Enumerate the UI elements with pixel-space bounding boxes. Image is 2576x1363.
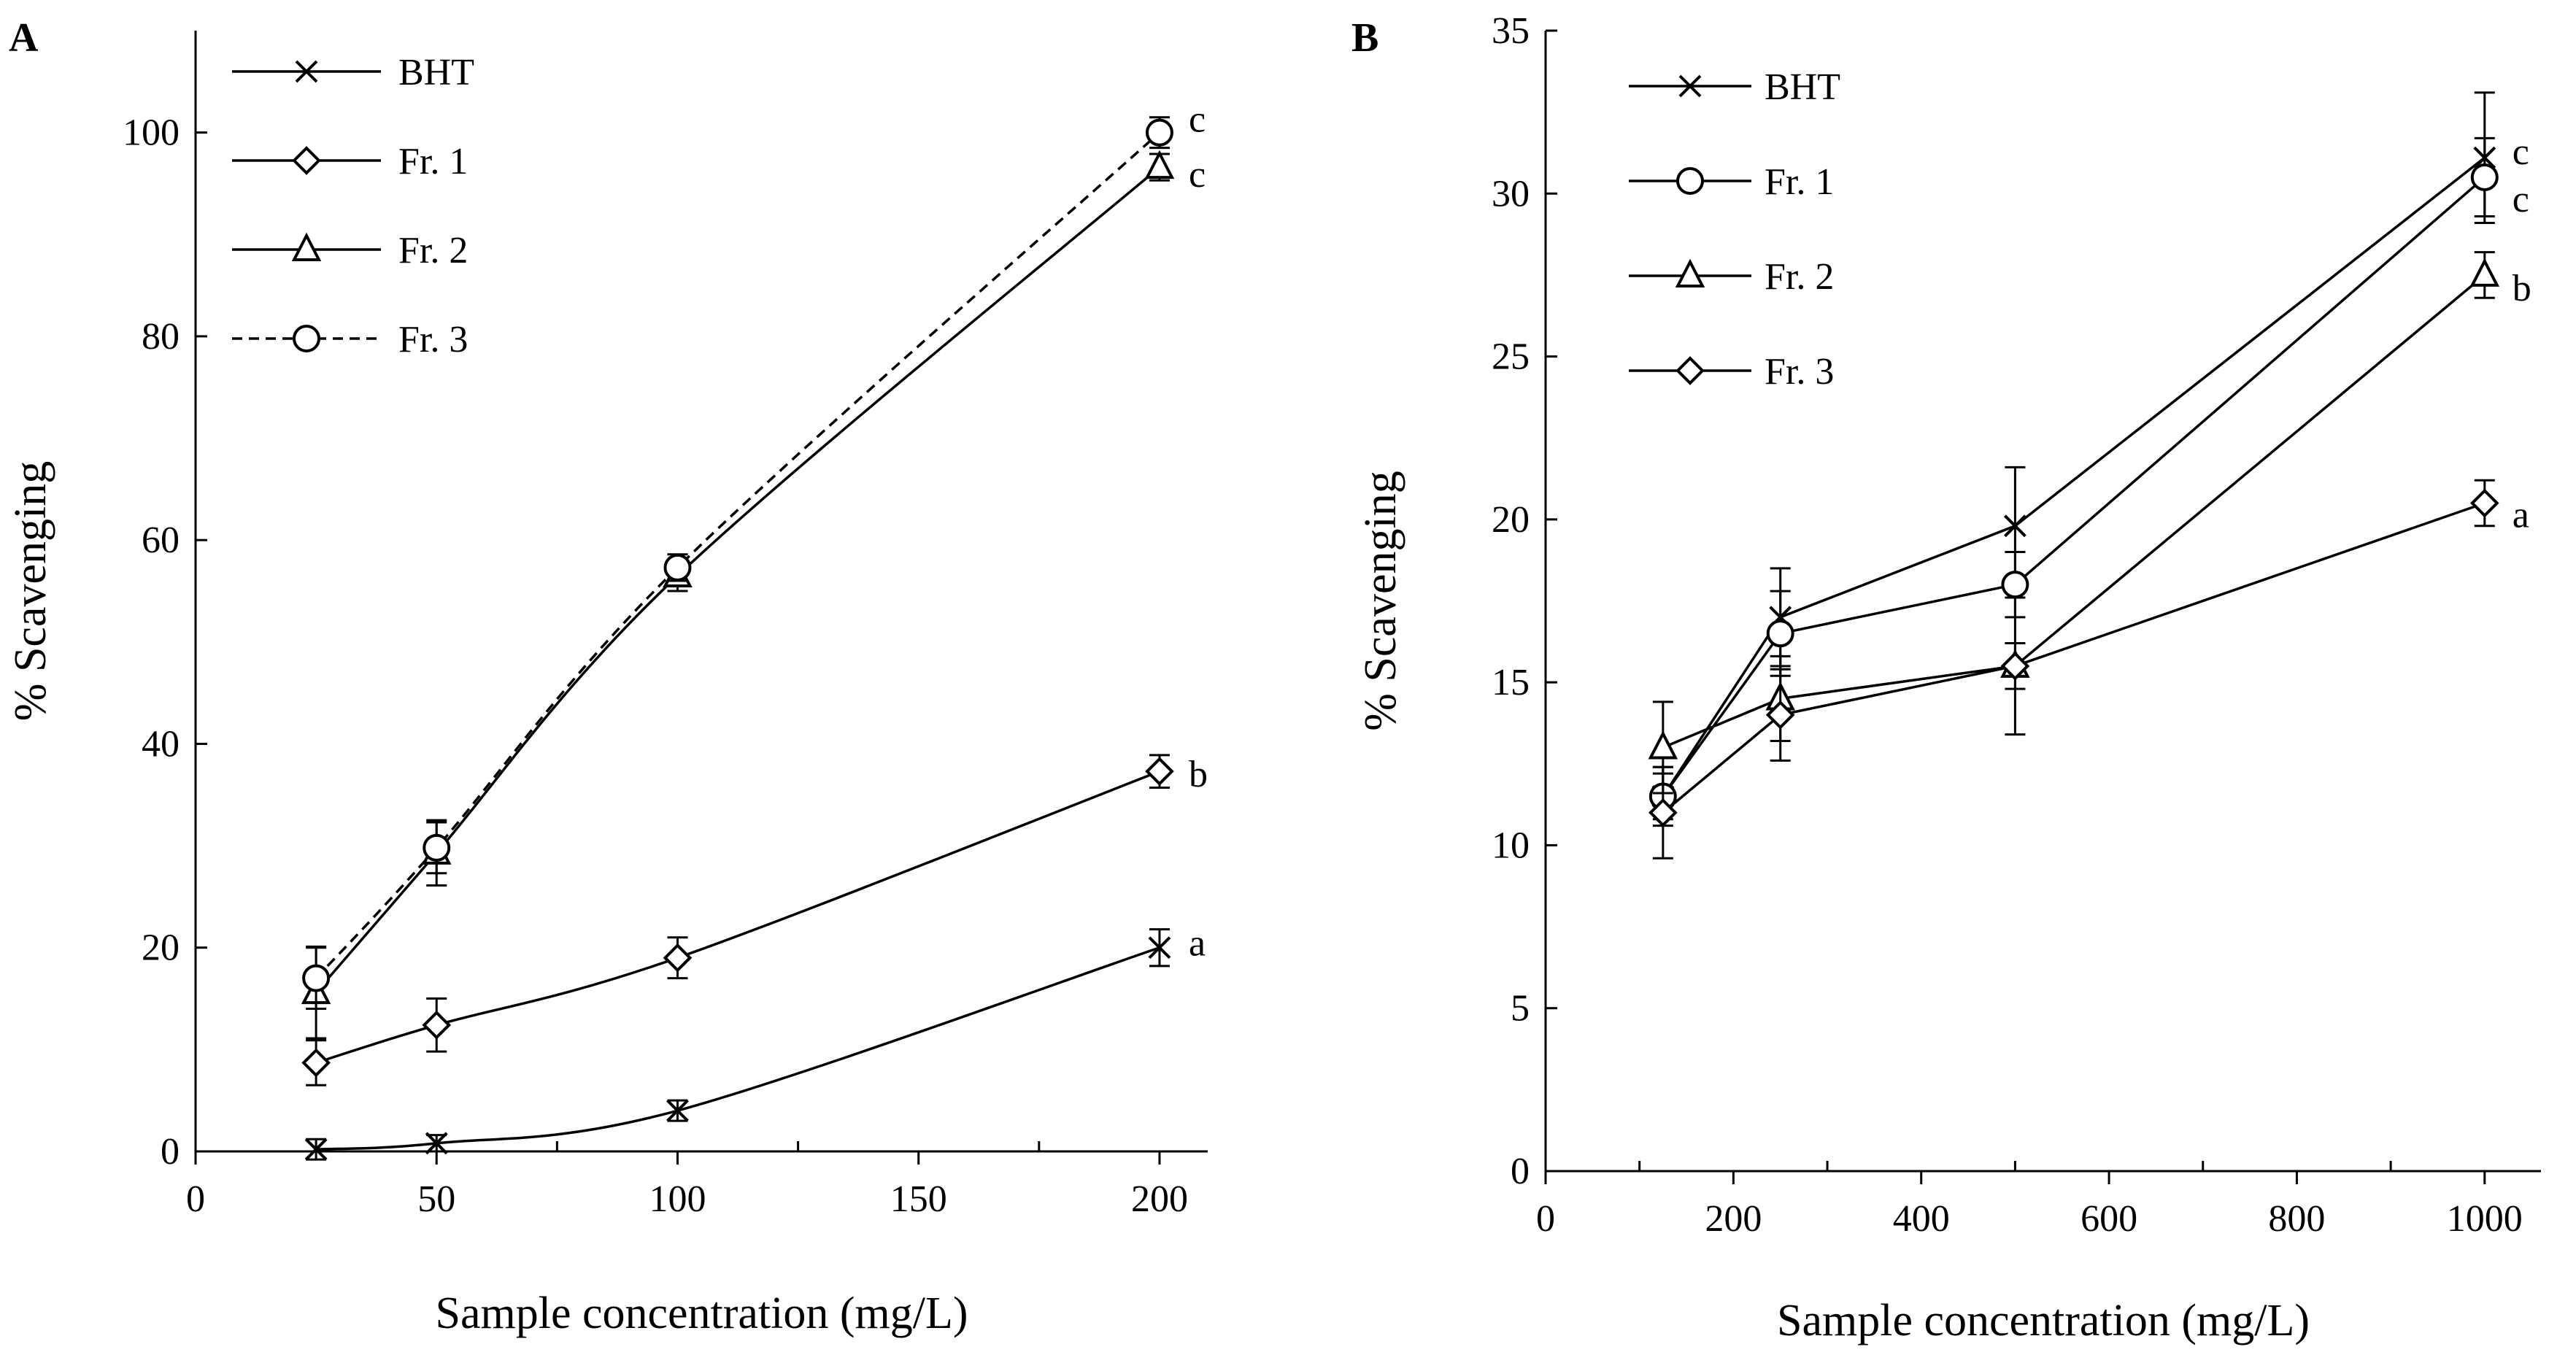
y-tick-label: 80: [142, 316, 180, 358]
series-line: [315, 770, 1160, 1065]
x-tick-label: 800: [2268, 1198, 2325, 1240]
legend-label: BHT: [398, 52, 474, 93]
x-tick-label: 1000: [2447, 1198, 2523, 1240]
y-tick-label: 20: [142, 927, 180, 969]
series-fr-3: c: [302, 99, 1206, 1011]
chart-panel-b: B 0 5 10 15 20 25 30 35 0 200 400 600 800 1000 Sample c…: [1351, 10, 2541, 1345]
x-tick-label: 100: [649, 1178, 706, 1220]
legend-marker: [291, 232, 322, 261]
legend-marker: [293, 325, 320, 352]
data-point: [1766, 619, 1794, 648]
series-bht: a: [304, 923, 1206, 1161]
series-line: [1662, 176, 2486, 798]
data-point: [1765, 700, 1795, 730]
y-tick-label: 20: [1492, 499, 1530, 541]
data-point: [425, 1132, 448, 1155]
data-point: [2003, 514, 2027, 538]
data-point: [663, 553, 692, 582]
series-fr-2: c: [301, 150, 1206, 1040]
significance-letter: c: [2513, 131, 2529, 173]
data-point: [301, 1048, 331, 1078]
series-line: [1662, 156, 2486, 798]
y-tick-label: 60: [142, 520, 180, 561]
chart-panel-a: A 0 20 40 60 80 100 0 50 100 150 200 Sample concentr…: [6, 15, 1208, 1338]
data-point: [304, 1138, 328, 1161]
legend-label: Fr. 2: [1765, 256, 1834, 298]
significance-letter: c: [2513, 179, 2529, 220]
x-tick-label: 200: [1131, 1178, 1188, 1220]
data-point: [302, 964, 331, 992]
panel-label: A: [9, 15, 39, 61]
significance-letter: b: [2513, 268, 2531, 309]
legend-marker: [1678, 74, 1702, 98]
series-fr-3: a: [1648, 479, 2529, 860]
series-line: [315, 131, 1161, 979]
series-line: [315, 166, 1161, 994]
y-tick-label: 30: [1492, 173, 1530, 215]
data-point: [2000, 651, 2030, 681]
y-tick-label: 0: [161, 1131, 180, 1173]
significance-letter: b: [1189, 754, 1208, 795]
legend-marker: [295, 60, 318, 83]
data-point: [1144, 150, 1175, 179]
series-line: [1662, 274, 2486, 749]
x-tick-label: 200: [1705, 1198, 1762, 1240]
legend-marker: [1675, 356, 1705, 385]
legend-marker: [1676, 167, 1704, 195]
legend-label: Fr. 2: [398, 230, 468, 271]
series-line: [316, 946, 1160, 1151]
y-tick-label: 10: [1492, 825, 1530, 866]
data-point: [1648, 798, 1678, 827]
significance-letter: a: [1189, 923, 1206, 965]
x-tick-label: 150: [890, 1178, 947, 1220]
legend-label: Fr. 3: [398, 319, 468, 360]
y-tick-label: 100: [123, 112, 180, 154]
data-point: [2469, 258, 2500, 287]
significance-letter: c: [1189, 154, 1206, 196]
legend-marker: [1675, 258, 1705, 287]
y-tick-label: 35: [1492, 10, 1530, 52]
x-axis-title: Sample concentration (mg/L): [1777, 1296, 2310, 1345]
series-fr-1: b: [301, 754, 1208, 1086]
significance-letter: a: [2513, 495, 2529, 536]
y-tick-label: 5: [1511, 988, 1530, 1030]
y-axis-title: % Scavenging: [6, 461, 55, 721]
series-line: [1662, 501, 2486, 814]
legend-label: Fr. 1: [1765, 161, 1834, 203]
legend-label: BHT: [1765, 66, 1840, 108]
x-tick-label: 400: [1893, 1198, 1950, 1240]
x-tick-label: 0: [1536, 1198, 1555, 1240]
y-tick-label: 15: [1492, 662, 1530, 703]
data-point: [1648, 730, 1678, 760]
data-point: [2470, 163, 2499, 191]
x-tick-label: 50: [417, 1178, 455, 1220]
data-point: [423, 833, 451, 862]
x-tick-label: 600: [2081, 1198, 2137, 1240]
data-point: [422, 1011, 452, 1040]
x-tick-label: 0: [186, 1178, 205, 1220]
y-tick-label: 25: [1492, 336, 1530, 378]
data-point: [1145, 757, 1174, 786]
data-point: [2469, 488, 2499, 518]
data-point: [666, 1099, 689, 1122]
data-point: [1148, 936, 1171, 959]
significance-letter: c: [1189, 99, 1206, 141]
y-tick-label: 40: [142, 723, 180, 765]
legend-marker: [292, 146, 321, 175]
legend-label: Fr. 1: [398, 141, 468, 182]
data-point: [663, 943, 693, 973]
legend-label: Fr. 3: [1765, 351, 1834, 393]
x-axis-title: Sample concentration (mg/L): [436, 1289, 968, 1338]
data-point: [1145, 118, 1173, 147]
y-axis-title: % Scavenging: [1356, 471, 1405, 730]
y-tick-label: 0: [1511, 1151, 1530, 1192]
data-point: [2001, 571, 2029, 599]
panel-label: B: [1351, 15, 1378, 61]
